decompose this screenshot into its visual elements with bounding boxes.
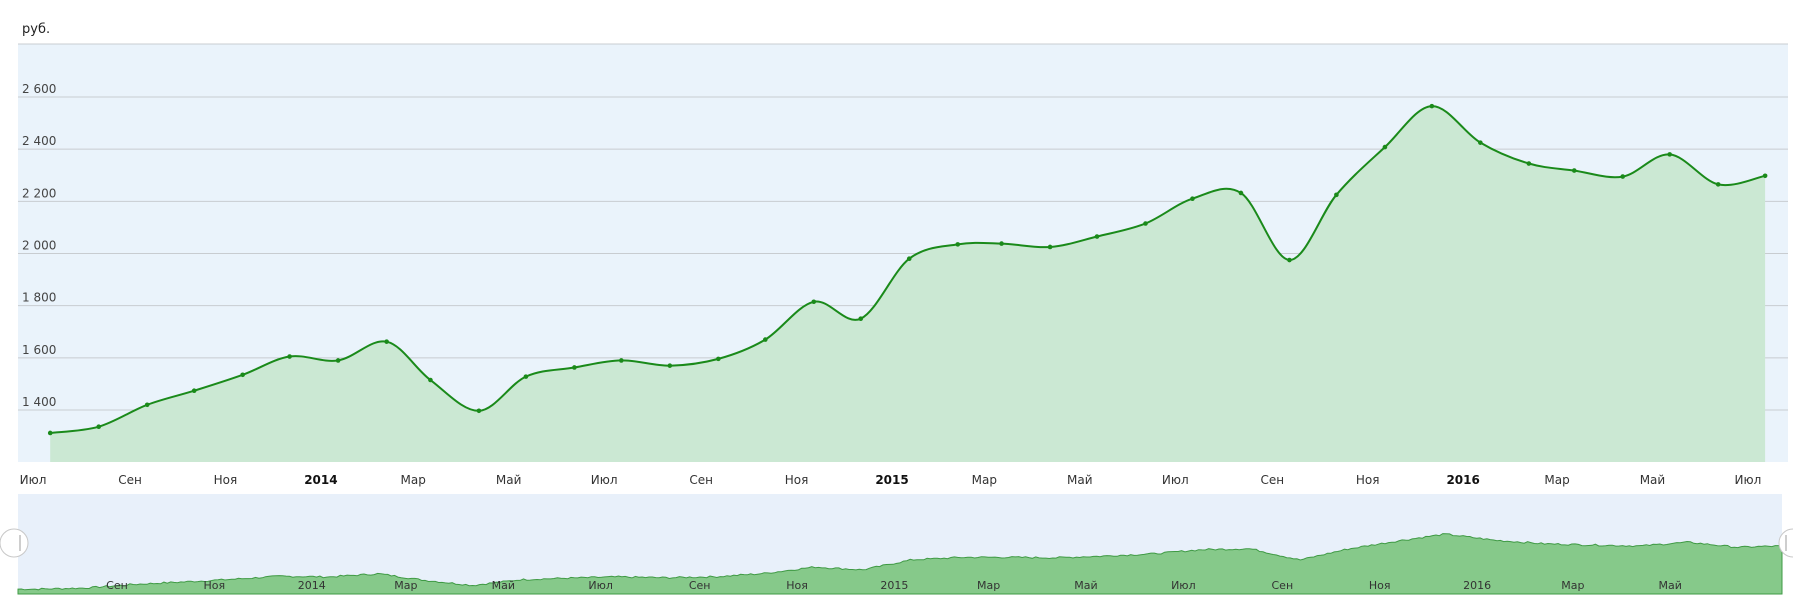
data-point[interactable]: [1287, 257, 1292, 263]
y-axis-unit-label: руб.: [22, 22, 51, 37]
navigator-tick-label: Сен: [1272, 579, 1294, 592]
data-point[interactable]: [858, 316, 864, 322]
x-tick-label: Июл: [591, 473, 618, 487]
x-tick-label: 2015: [875, 473, 908, 487]
x-tick-label: Сен: [118, 473, 142, 487]
navigator-area: [17, 533, 1783, 595]
x-tick-label: Июл: [1735, 473, 1762, 487]
y-tick-label: 2 600: [22, 82, 56, 96]
x-tick-label: Ноя: [1356, 473, 1380, 487]
navigator-tick-label: Ноя: [1369, 579, 1391, 592]
data-point[interactable]: [1715, 182, 1721, 187]
navigator-tick-label: Мар: [977, 579, 1000, 592]
data-point[interactable]: [906, 256, 912, 262]
data-point[interactable]: [999, 241, 1004, 246]
data-point[interactable]: [335, 358, 341, 363]
data-point[interactable]: [1238, 190, 1244, 196]
data-point[interactable]: [619, 358, 624, 363]
navigator-x-ticks: Сен Ноя 2014 Мар Май Июл Сен Ноя 2015 Мар Май Июл Се…: [106, 579, 1682, 592]
navigator-tick-label: Май: [1659, 579, 1682, 592]
data-point[interactable]: [428, 377, 433, 383]
navigator-tick-label: Ноя: [786, 579, 808, 592]
x-tick-label: Сен: [1260, 473, 1284, 487]
y-tick-label: 1 400: [22, 395, 56, 409]
x-tick-label: Июл: [20, 473, 47, 487]
data-point[interactable]: [1047, 244, 1053, 250]
data-point[interactable]: [523, 374, 529, 379]
x-tick-label: Мар: [401, 473, 426, 487]
navigator-tick-label: Ноя: [204, 579, 226, 592]
data-point[interactable]: [1094, 234, 1100, 239]
navigator-tick-label: Мар: [394, 579, 417, 592]
navigator-tick-label: 2016: [1463, 579, 1491, 592]
range-navigator[interactable]: Сен Ноя 2014 Мар Май Июл Сен Ноя 2015 Мар Май Июл Се…: [0, 494, 1793, 595]
data-point[interactable]: [96, 424, 102, 429]
data-point-markers[interactable]: [47, 103, 1768, 436]
navigator-tick-label: Май: [492, 579, 515, 592]
data-point[interactable]: [716, 356, 721, 362]
x-tick-label: Май: [1067, 473, 1093, 487]
data-point[interactable]: [47, 430, 53, 436]
x-tick-label: Ноя: [785, 473, 809, 487]
x-tick-label: Мар: [972, 473, 997, 487]
data-point[interactable]: [1429, 103, 1435, 109]
data-point[interactable]: [1382, 144, 1388, 150]
data-point[interactable]: [572, 365, 577, 370]
price-line[interactable]: [50, 105, 1766, 434]
navigator-tick-label: Май: [1074, 579, 1097, 592]
y-axis-ticks: 1 400 1 600 1 800 2 000 2 200 2 400 2 600: [22, 82, 56, 409]
navigator-tick-label: 2015: [880, 579, 908, 592]
navigator-left-handle[interactable]: [0, 528, 29, 558]
data-point[interactable]: [1143, 221, 1148, 226]
data-point[interactable]: [240, 372, 245, 378]
y-tick-label: 1 800: [22, 291, 56, 305]
data-point[interactable]: [1620, 174, 1626, 179]
data-point[interactable]: [667, 363, 673, 368]
x-tick-label: 2016: [1446, 473, 1479, 487]
navigator-tick-label: Сен: [689, 579, 711, 592]
x-tick-label: Май: [1640, 473, 1666, 487]
y-tick-label: 2 400: [22, 134, 56, 148]
data-point[interactable]: [144, 402, 150, 408]
x-tick-label: Ноя: [214, 473, 238, 487]
data-point[interactable]: [762, 337, 768, 342]
y-tick-label: 1 600: [22, 343, 56, 357]
y-tick-label: 2 000: [22, 239, 56, 253]
data-point[interactable]: [955, 242, 961, 247]
navigator-right-handle[interactable]: [1778, 528, 1793, 558]
data-point[interactable]: [1334, 192, 1339, 198]
x-tick-label: Июл: [1162, 473, 1189, 487]
navigator-tick-label: Сен: [106, 579, 128, 592]
x-tick-label: Сен: [689, 473, 713, 487]
data-point[interactable]: [287, 354, 292, 359]
data-point[interactable]: [1526, 161, 1532, 166]
data-point[interactable]: [384, 339, 389, 344]
navigator-tick-label: 2014: [298, 579, 326, 592]
data-point[interactable]: [1762, 173, 1768, 179]
y-tick-label: 2 200: [22, 186, 56, 200]
data-point[interactable]: [1667, 152, 1672, 157]
data-point[interactable]: [191, 388, 197, 393]
x-axis-ticks: Июл Сен Ноя 2014 Мар Май Июл Сен Ноя 2015 Мар Май Ию…: [20, 473, 1762, 487]
x-tick-label: Май: [496, 473, 522, 487]
data-point[interactable]: [476, 408, 482, 414]
x-tick-label: Мар: [1544, 473, 1569, 487]
data-point[interactable]: [1571, 168, 1577, 173]
navigator-tick-label: Мар: [1561, 579, 1584, 592]
x-tick-label: 2014: [304, 473, 337, 487]
data-point[interactable]: [811, 299, 817, 305]
data-point[interactable]: [1478, 140, 1483, 145]
navigator-tick-label: Июл: [1171, 579, 1196, 592]
navigator-tick-label: Июл: [588, 579, 613, 592]
data-point[interactable]: [1190, 196, 1195, 202]
